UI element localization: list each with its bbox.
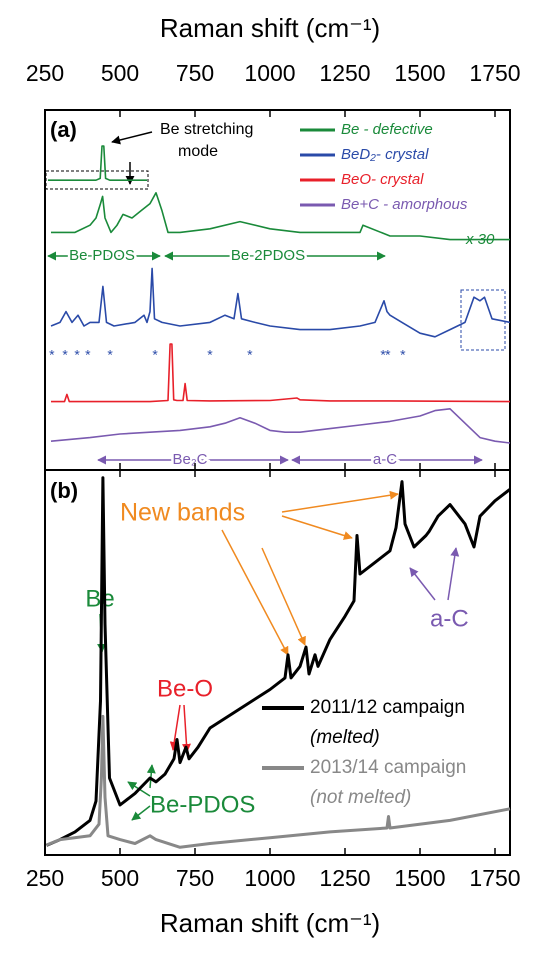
panel-frame (44, 469, 511, 856)
legend-label: Be+C - amorphous (341, 196, 468, 213)
legend-label: Be - defective (341, 121, 433, 138)
x-tick-label: 1750 (469, 865, 520, 891)
arrow (181, 704, 191, 753)
peak-marker: * (400, 347, 406, 363)
legend-note: (melted) (310, 727, 380, 748)
annotation: mode (178, 143, 218, 160)
peak-marker: * (74, 347, 80, 363)
spectrum (45, 476, 511, 847)
spectrum (50, 267, 511, 338)
x-tick-label: 1000 (244, 865, 295, 891)
inset-box (45, 170, 149, 190)
spectrum (45, 714, 511, 849)
arrow (111, 131, 153, 145)
panel-label: (a) (50, 117, 77, 142)
arrow (169, 704, 181, 751)
inset-spectrum (48, 145, 147, 181)
x-tick-label: 1500 (394, 60, 445, 86)
peak-marker: * (49, 347, 55, 363)
legend-label: BeO- crystal (341, 171, 424, 188)
arrow (131, 805, 151, 821)
x-axis-title: Raman shift (cm⁻¹) (160, 13, 380, 43)
peak-marker: * (380, 347, 386, 363)
x-tick-label: 750 (176, 60, 214, 86)
range-label: Be₂C (172, 451, 207, 468)
annotation: a-C (430, 605, 469, 632)
legend-note: (not melted) (310, 787, 411, 808)
highlight-box (460, 289, 506, 351)
range-label: Be-2PDOS (231, 247, 305, 264)
peak-marker: * (385, 347, 391, 363)
annotation: Be-PDOS (150, 791, 255, 818)
panel-label: (b) (50, 478, 78, 503)
peak-marker: * (207, 347, 213, 363)
peak-marker: * (85, 347, 91, 363)
x-tick-label: 750 (176, 865, 214, 891)
x-tick-label: 500 (101, 60, 139, 86)
spectrum (50, 408, 511, 444)
arrow (146, 764, 156, 789)
panel-frame (44, 109, 511, 471)
range-label: Be-PDOS (69, 247, 135, 264)
annotation: New bands (120, 499, 245, 527)
x-tick-label: 1000 (244, 60, 295, 86)
spectrum (51, 192, 510, 241)
peak-marker: * (62, 347, 68, 363)
arrow (409, 567, 436, 601)
annotation: Be stretching (160, 121, 253, 138)
spectrum (51, 343, 511, 403)
x-tick-label: 1250 (319, 60, 370, 86)
peak-marker: * (107, 347, 113, 363)
arrows (221, 490, 399, 656)
annotation: Be-O (157, 675, 213, 702)
x-tick-label: 1250 (319, 865, 370, 891)
annotation: Be (85, 585, 114, 612)
arrow (447, 547, 460, 601)
peak-marker: * (152, 347, 158, 363)
legend-label: BeD₂- crystal (341, 146, 429, 163)
x-tick-label: 1750 (469, 60, 520, 86)
x-tick-label: 250 (26, 865, 64, 891)
x-axis-title: Raman shift (cm⁻¹) (160, 908, 380, 938)
x-tick-label: 1500 (394, 865, 445, 891)
legend-label: 2013/14 campaign (310, 757, 466, 778)
x-tick-label: 250 (26, 60, 64, 86)
x-tick-label: 500 (101, 865, 139, 891)
legend-label: 2011/12 campaign (310, 697, 465, 718)
range-label: a-C (373, 451, 397, 468)
peak-marker: * (247, 347, 253, 363)
